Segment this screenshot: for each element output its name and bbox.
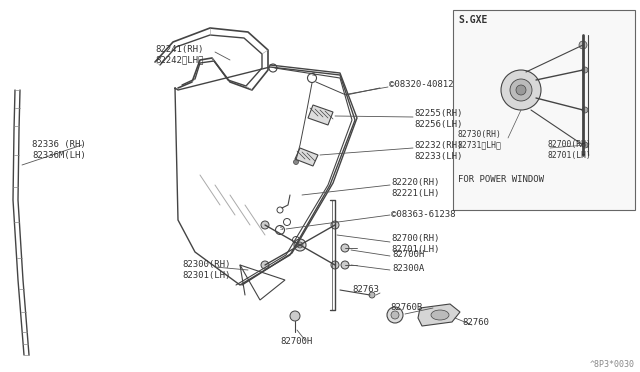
Ellipse shape — [431, 310, 449, 320]
Text: 82700(RH)
82701(LH): 82700(RH) 82701(LH) — [391, 234, 440, 254]
Circle shape — [582, 107, 588, 113]
Circle shape — [510, 79, 532, 101]
Circle shape — [341, 261, 349, 269]
Text: 82255(RH)
82256(LH): 82255(RH) 82256(LH) — [414, 109, 462, 129]
Text: FOR POWER WINDOW: FOR POWER WINDOW — [458, 175, 544, 184]
Text: ©08320-40812: ©08320-40812 — [389, 80, 454, 89]
Circle shape — [290, 311, 300, 321]
Circle shape — [341, 244, 349, 252]
Circle shape — [331, 221, 339, 229]
Text: 82336 (RH)
82336M(LH): 82336 (RH) 82336M(LH) — [32, 140, 86, 160]
Circle shape — [579, 41, 587, 49]
Circle shape — [387, 307, 403, 323]
Circle shape — [294, 160, 298, 164]
Circle shape — [582, 67, 588, 73]
Text: 82700H: 82700H — [280, 337, 312, 346]
Text: 82220(RH)
82221(LH): 82220(RH) 82221(LH) — [391, 178, 440, 198]
Text: 82700H: 82700H — [392, 250, 424, 259]
Circle shape — [294, 239, 306, 251]
Text: ^8P3*0030: ^8P3*0030 — [590, 360, 635, 369]
Circle shape — [501, 70, 541, 110]
Text: 82232(RH)
82233(LH): 82232(RH) 82233(LH) — [414, 141, 462, 161]
Text: 82241(RH)
82242〈LH〉: 82241(RH) 82242〈LH〉 — [155, 45, 204, 65]
Text: 82300(RH)
82301(LH): 82300(RH) 82301(LH) — [182, 260, 230, 280]
Circle shape — [391, 311, 399, 319]
Circle shape — [297, 242, 303, 248]
Circle shape — [516, 85, 526, 95]
FancyBboxPatch shape — [453, 10, 635, 210]
Text: S: S — [312, 73, 316, 77]
Text: 82700(RH)
82701(LH): 82700(RH) 82701(LH) — [548, 140, 592, 160]
Text: 82300A: 82300A — [392, 264, 424, 273]
Circle shape — [261, 261, 269, 269]
Text: 82763: 82763 — [352, 285, 379, 294]
Text: ©08363-61238: ©08363-61238 — [391, 210, 456, 219]
Text: S.GXE: S.GXE — [458, 15, 488, 25]
Text: 82760B: 82760B — [390, 303, 422, 312]
Circle shape — [369, 292, 375, 298]
Circle shape — [261, 221, 269, 229]
Circle shape — [582, 142, 588, 148]
Text: S: S — [279, 225, 283, 231]
Polygon shape — [418, 304, 460, 326]
Polygon shape — [308, 105, 333, 125]
Text: 82760: 82760 — [462, 318, 489, 327]
Polygon shape — [295, 148, 318, 166]
Circle shape — [331, 261, 339, 269]
Text: 82730(RH)
82731〈LH〉: 82730(RH) 82731〈LH〉 — [457, 130, 501, 150]
